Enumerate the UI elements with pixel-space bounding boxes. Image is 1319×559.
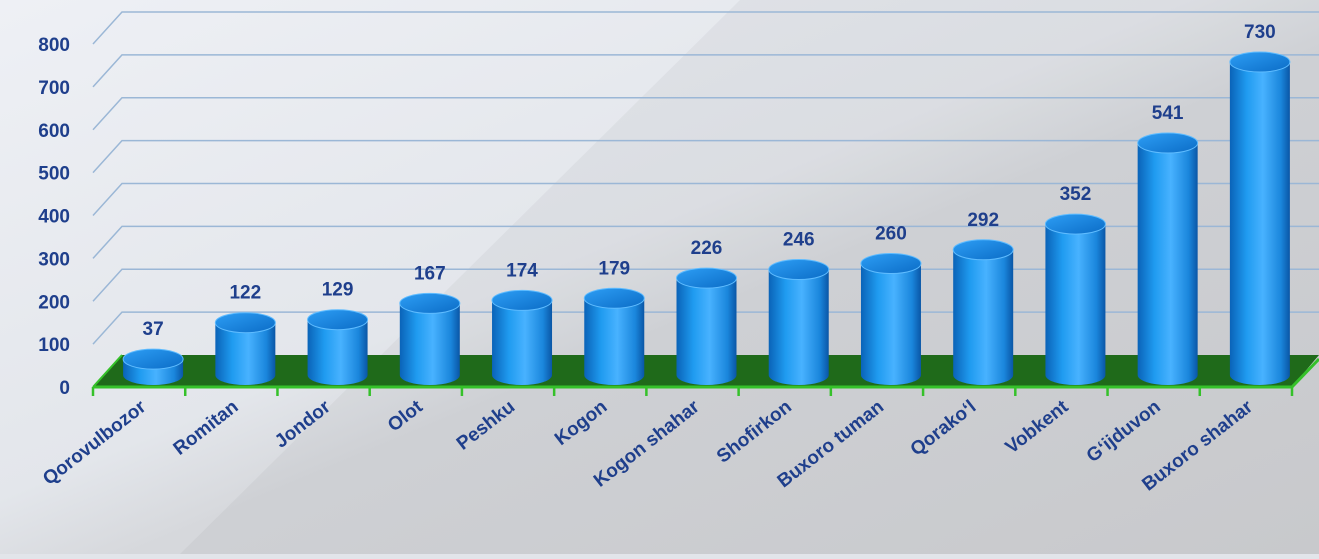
gridline <box>92 54 1319 88</box>
bar-top <box>952 239 1014 261</box>
bar-value-label: 352 <box>1060 184 1092 205</box>
bar: 541 <box>1137 103 1199 385</box>
y-tick-label: 100 <box>38 335 70 356</box>
bar-value-label: 179 <box>598 258 630 279</box>
bar-top <box>1137 132 1199 154</box>
bar-body <box>584 298 645 385</box>
bar-value-label: 174 <box>506 260 538 281</box>
bar-value-label: 129 <box>322 280 354 301</box>
bar-value-label: 292 <box>967 210 999 231</box>
bar-body <box>860 263 921 385</box>
y-tick-label: 700 <box>38 78 70 99</box>
bar: 174 <box>491 260 553 385</box>
y-tick-label: 500 <box>38 164 70 185</box>
y-tick-label: 400 <box>38 207 70 228</box>
y-tick-label: 300 <box>38 249 70 270</box>
bar-top <box>768 259 830 281</box>
bar-body <box>399 303 460 385</box>
bar: 179 <box>583 258 645 385</box>
bar: 352 <box>1044 184 1106 385</box>
bar: 246 <box>768 230 830 385</box>
gridline <box>92 97 1319 131</box>
gridline <box>92 182 1319 217</box>
bar-body <box>1137 143 1198 385</box>
bar-value-label: 226 <box>691 238 723 259</box>
bar-body <box>492 300 553 385</box>
bar-value-label: 167 <box>414 263 446 284</box>
bar-body <box>1045 224 1106 385</box>
bar-value-label: 541 <box>1152 103 1184 124</box>
bar-top <box>214 312 276 334</box>
floor-left-edge <box>92 354 123 388</box>
bar: 167 <box>399 263 461 385</box>
bar-top <box>491 289 553 311</box>
bar-top <box>583 287 645 309</box>
bar: 37 <box>122 319 184 385</box>
bar-body <box>676 278 737 385</box>
bar: 260 <box>860 224 922 385</box>
floor-right-edge <box>1290 357 1319 389</box>
bar-body <box>768 269 829 385</box>
bar-top <box>676 267 737 289</box>
y-tick-label: 200 <box>38 292 70 313</box>
bar-body <box>1229 62 1290 385</box>
bar-value-label: 730 <box>1244 22 1276 43</box>
bar-value-label: 260 <box>875 224 907 245</box>
y-tick-label: 0 <box>59 378 70 399</box>
bar-body <box>953 249 1014 385</box>
bar: 122 <box>214 283 276 385</box>
gridline <box>92 225 1319 259</box>
bar-top <box>1044 213 1106 235</box>
bar: 730 <box>1229 22 1291 385</box>
bar: 226 <box>676 238 737 385</box>
bar-top <box>307 309 369 331</box>
bar-body <box>307 319 368 385</box>
bar-top <box>122 348 184 370</box>
gridline <box>92 139 1319 174</box>
bar-top <box>860 253 922 275</box>
bar-body <box>215 322 276 385</box>
y-tick-label: 600 <box>38 121 70 142</box>
bar: 292 <box>952 210 1014 385</box>
bar-value-label: 246 <box>783 230 815 251</box>
bar-value-label: 37 <box>143 319 164 340</box>
y-tick-label: 800 <box>38 35 70 56</box>
gridline <box>92 11 1319 45</box>
bar-top <box>1229 51 1291 73</box>
bar-value-label: 122 <box>229 283 261 304</box>
bar: 129 <box>307 280 369 385</box>
bar-top <box>399 292 461 314</box>
